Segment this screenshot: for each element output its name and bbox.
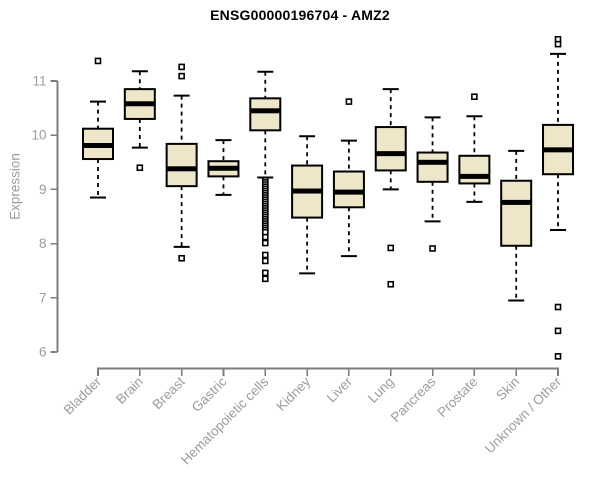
median-line xyxy=(292,188,323,194)
outlier-point xyxy=(554,40,562,48)
median-line xyxy=(250,108,281,114)
median-line xyxy=(83,142,113,148)
boxplot-box-liver xyxy=(332,98,365,258)
boxplot-box-pancreas xyxy=(416,116,449,252)
outlier-point xyxy=(178,254,185,262)
iqr-box xyxy=(249,97,282,132)
outlier-point xyxy=(178,63,185,71)
x-category-label: Liver xyxy=(324,374,356,406)
outlier-point xyxy=(136,164,144,172)
outlier-point xyxy=(94,57,102,65)
median-line xyxy=(208,165,239,171)
x-category-label: Prostate xyxy=(434,374,480,420)
outlier-point xyxy=(261,269,269,277)
chart-title: ENSG00000196704 - AMZ2 xyxy=(210,7,390,23)
iqr-box xyxy=(332,170,365,209)
outlier-point xyxy=(261,239,269,247)
iqr-box xyxy=(374,126,407,172)
boxplot-box-kidney xyxy=(291,135,324,275)
y-tick-label: 6 xyxy=(39,345,47,360)
outlier-point xyxy=(261,257,269,265)
boxplot-box-prostate xyxy=(458,93,491,203)
iqr-box xyxy=(458,154,491,185)
boxplot-box-hematopoietic-cells xyxy=(249,70,282,283)
boxplot-box-brain xyxy=(123,70,156,172)
x-category-label: Bladder xyxy=(61,374,105,418)
outlier-point xyxy=(554,303,562,311)
boxplot-box-gastric xyxy=(207,139,240,196)
x-category-label: Unknown / Other xyxy=(482,374,565,457)
outlier-point xyxy=(554,327,562,335)
iqr-box xyxy=(416,151,449,183)
median-line xyxy=(166,166,197,172)
boxplot-box-breast xyxy=(165,63,198,262)
y-tick-label: 7 xyxy=(39,290,47,305)
outlier-point xyxy=(261,233,269,241)
x-category-label: Pancreas xyxy=(388,374,439,425)
iqr-box xyxy=(165,142,198,188)
outlier-point xyxy=(345,98,353,105)
outlier-point xyxy=(554,353,562,360)
outlier-point xyxy=(387,280,395,288)
median-line xyxy=(417,159,448,165)
boxplot-box-lung xyxy=(374,88,407,288)
median-line xyxy=(501,199,532,205)
median-line xyxy=(124,101,155,107)
x-category-label: Breast xyxy=(150,374,188,412)
y-tick-label: 9 xyxy=(39,182,47,197)
outlier-point xyxy=(471,93,478,101)
outlier-point xyxy=(429,245,436,252)
outlier-point xyxy=(261,275,269,283)
boxplot-box-unknown-other xyxy=(542,35,575,360)
y-tick-label: 10 xyxy=(31,128,46,143)
boxplot-box-bladder xyxy=(82,57,114,199)
x-category-label: Lung xyxy=(365,374,397,406)
x-category-label: Gastric xyxy=(189,374,230,415)
median-line xyxy=(375,151,406,157)
iqr-box xyxy=(500,179,533,247)
median-line xyxy=(459,173,490,179)
median-line xyxy=(333,189,364,195)
y-tick-label: 8 xyxy=(39,236,47,251)
y-tick-label: 11 xyxy=(32,74,46,89)
boxplot-box-skin xyxy=(500,149,533,302)
outlier-point xyxy=(387,244,395,252)
outlier-point xyxy=(178,72,185,80)
x-category-label: Kidney xyxy=(273,374,313,414)
outlier-point xyxy=(261,251,269,259)
median-line xyxy=(543,147,574,153)
x-category-label: Brain xyxy=(113,374,146,407)
x-category-label: Skin xyxy=(493,374,522,403)
